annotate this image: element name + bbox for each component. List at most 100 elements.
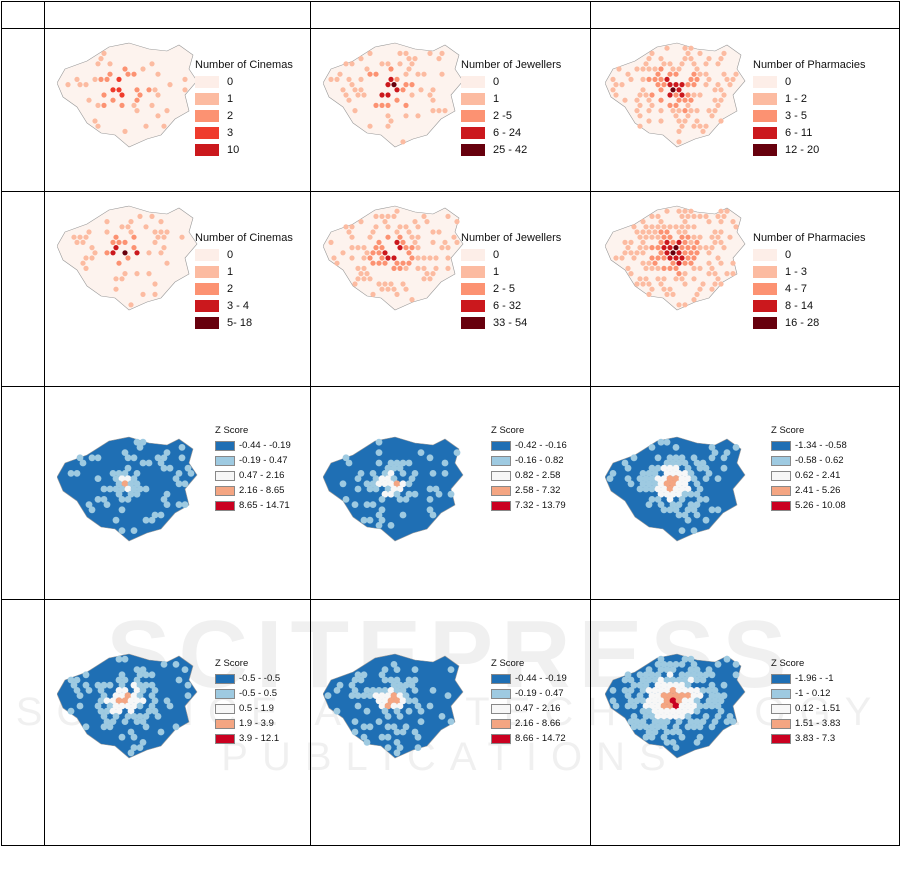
legend-label: 6 - 24 <box>493 126 522 139</box>
hex-cell <box>118 485 126 493</box>
hex-cell <box>730 219 736 225</box>
hex-cell <box>654 671 662 679</box>
hex-cell <box>643 234 649 240</box>
hex-cell <box>664 45 670 51</box>
hex-cell <box>678 671 686 679</box>
legend-item: 0.47 - 2.16 <box>215 468 291 483</box>
hex-cell <box>172 723 180 731</box>
hex-cell <box>691 265 697 271</box>
hex-cell <box>702 671 710 679</box>
hex-cell <box>690 527 698 534</box>
hex-cell <box>178 444 186 451</box>
hex-cell <box>136 692 144 699</box>
hex-cell <box>387 687 395 694</box>
legend-swatch <box>753 143 777 156</box>
hex-cell <box>354 475 362 482</box>
hex-cell <box>667 71 673 77</box>
hex-cell <box>181 501 189 508</box>
hex-cell <box>400 239 406 245</box>
hex-cell <box>705 470 713 477</box>
hex-cell <box>666 506 674 514</box>
hex-cell <box>663 718 671 725</box>
hex-cell <box>687 490 695 498</box>
legend-label: 7.32 - 13.79 <box>515 500 566 511</box>
hex-cell <box>694 291 700 297</box>
legend-item: 0 <box>753 73 866 90</box>
hex-cell <box>411 666 419 673</box>
hex-cell <box>405 697 413 705</box>
hex-cell <box>154 454 162 462</box>
legend-label: -0.42 - -0.16 <box>515 440 567 451</box>
hex-cell <box>639 470 647 477</box>
hex-cell <box>403 82 409 88</box>
hex-cell <box>83 265 89 271</box>
legend-item: 16 - 28 <box>753 314 866 331</box>
hex-cell <box>385 286 391 292</box>
hex-cell <box>390 464 398 472</box>
hex-cell <box>100 496 108 503</box>
hex-cell <box>672 506 680 514</box>
legend-label: 2.16 - 8.65 <box>239 485 285 496</box>
hex-cell <box>693 511 701 519</box>
hex-cell <box>134 271 140 277</box>
hex-cell <box>660 506 668 514</box>
hex-cell <box>160 464 168 472</box>
legend-label: 3 - 5 <box>785 109 808 122</box>
legend-label: 0 <box>227 248 234 261</box>
legend-item: 12 - 20 <box>753 141 866 158</box>
hex-cell <box>394 208 400 214</box>
hex-cell <box>700 281 706 287</box>
hex-cell <box>385 61 391 67</box>
hex-cell <box>433 265 439 271</box>
row-label-cell <box>1 28 45 192</box>
hex-cell <box>393 459 401 467</box>
map-legend: Number of Cinemas 0 1 2 3 10 <box>195 59 293 158</box>
hex-cell <box>424 219 430 225</box>
hex-cell <box>669 739 677 746</box>
hex-cell <box>363 501 371 508</box>
hex-cell <box>663 676 671 684</box>
hex-cell <box>136 485 144 493</box>
hex-cell <box>670 239 676 245</box>
hex-cell <box>414 702 422 710</box>
hex-cell <box>399 728 407 736</box>
hex-cell <box>712 87 718 93</box>
hex-cell <box>112 713 120 720</box>
hex-cell <box>73 470 81 477</box>
hex-cell <box>381 490 389 498</box>
hex-cell <box>729 718 737 725</box>
hex-cell <box>130 485 138 493</box>
hex-cell <box>696 496 704 503</box>
hex-cell <box>360 723 368 731</box>
hex-cell <box>384 723 392 731</box>
hex-cell <box>151 707 159 715</box>
hex-cell <box>393 728 401 736</box>
hex-cell <box>124 692 132 699</box>
hex-cell <box>436 56 442 62</box>
hex-cell <box>621 687 629 694</box>
hex-cell <box>128 219 134 225</box>
hex-cell <box>697 92 703 98</box>
hex-cell <box>121 697 129 705</box>
hex-cell <box>672 713 680 720</box>
hex-cell <box>118 671 126 679</box>
hex-cell <box>648 702 656 710</box>
table-row: Z Score -0.44 - -0.19 -0.19 - 0.47 0.47 - 2… <box>1 386 900 600</box>
hex-cell <box>657 697 665 705</box>
hex-cell <box>394 260 400 266</box>
hex-cell <box>415 265 421 271</box>
hex-cell <box>415 224 421 230</box>
hex-cell <box>361 265 367 271</box>
hex-cell <box>682 56 688 62</box>
hex-cell <box>381 676 389 684</box>
legend-title: Number of Pharmacies <box>753 232 866 244</box>
hex-cell <box>633 718 641 725</box>
hex-cell <box>104 250 110 256</box>
hex-cell <box>133 687 141 694</box>
hex-cell <box>646 76 652 82</box>
hex-cell <box>628 250 634 256</box>
hex-cell <box>370 229 376 235</box>
hex-cell <box>121 480 129 488</box>
hex-cell <box>148 702 156 710</box>
hex-cell <box>640 66 646 72</box>
